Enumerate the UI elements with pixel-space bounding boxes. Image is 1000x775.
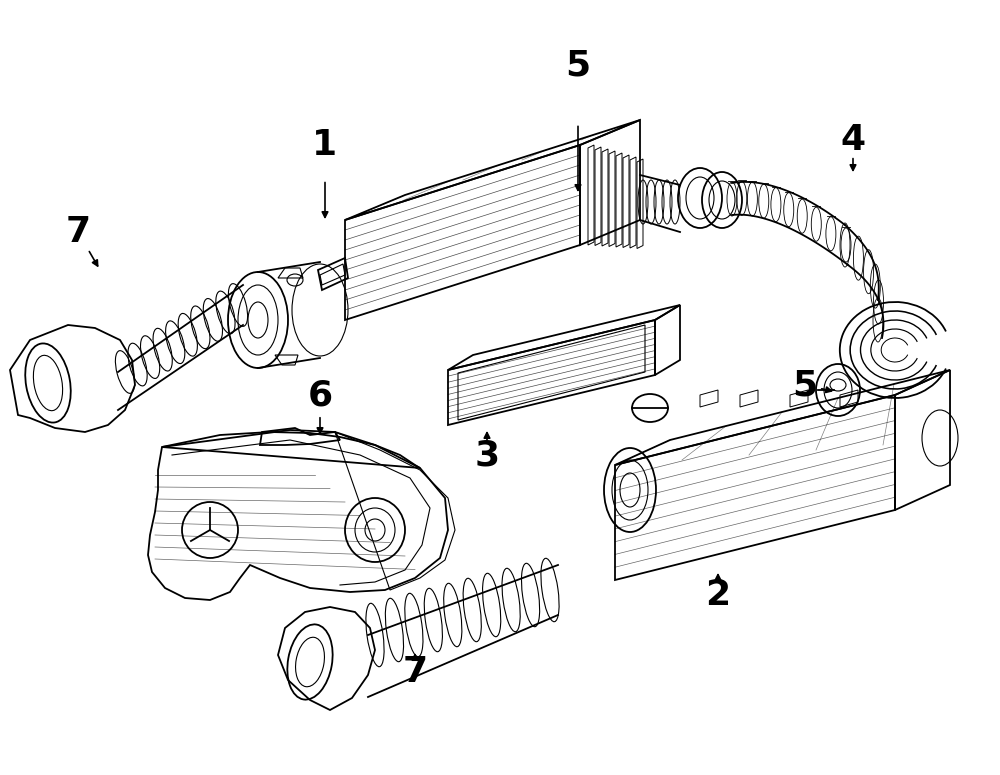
Text: 5: 5 [565,48,591,82]
Text: 5: 5 [792,368,818,402]
Text: 2: 2 [705,578,731,612]
Text: 4: 4 [840,123,866,157]
Text: 7: 7 [65,215,91,249]
Text: 6: 6 [307,379,333,413]
Text: 1: 1 [312,128,338,162]
Text: 7: 7 [402,655,428,689]
Text: 3: 3 [474,438,500,472]
